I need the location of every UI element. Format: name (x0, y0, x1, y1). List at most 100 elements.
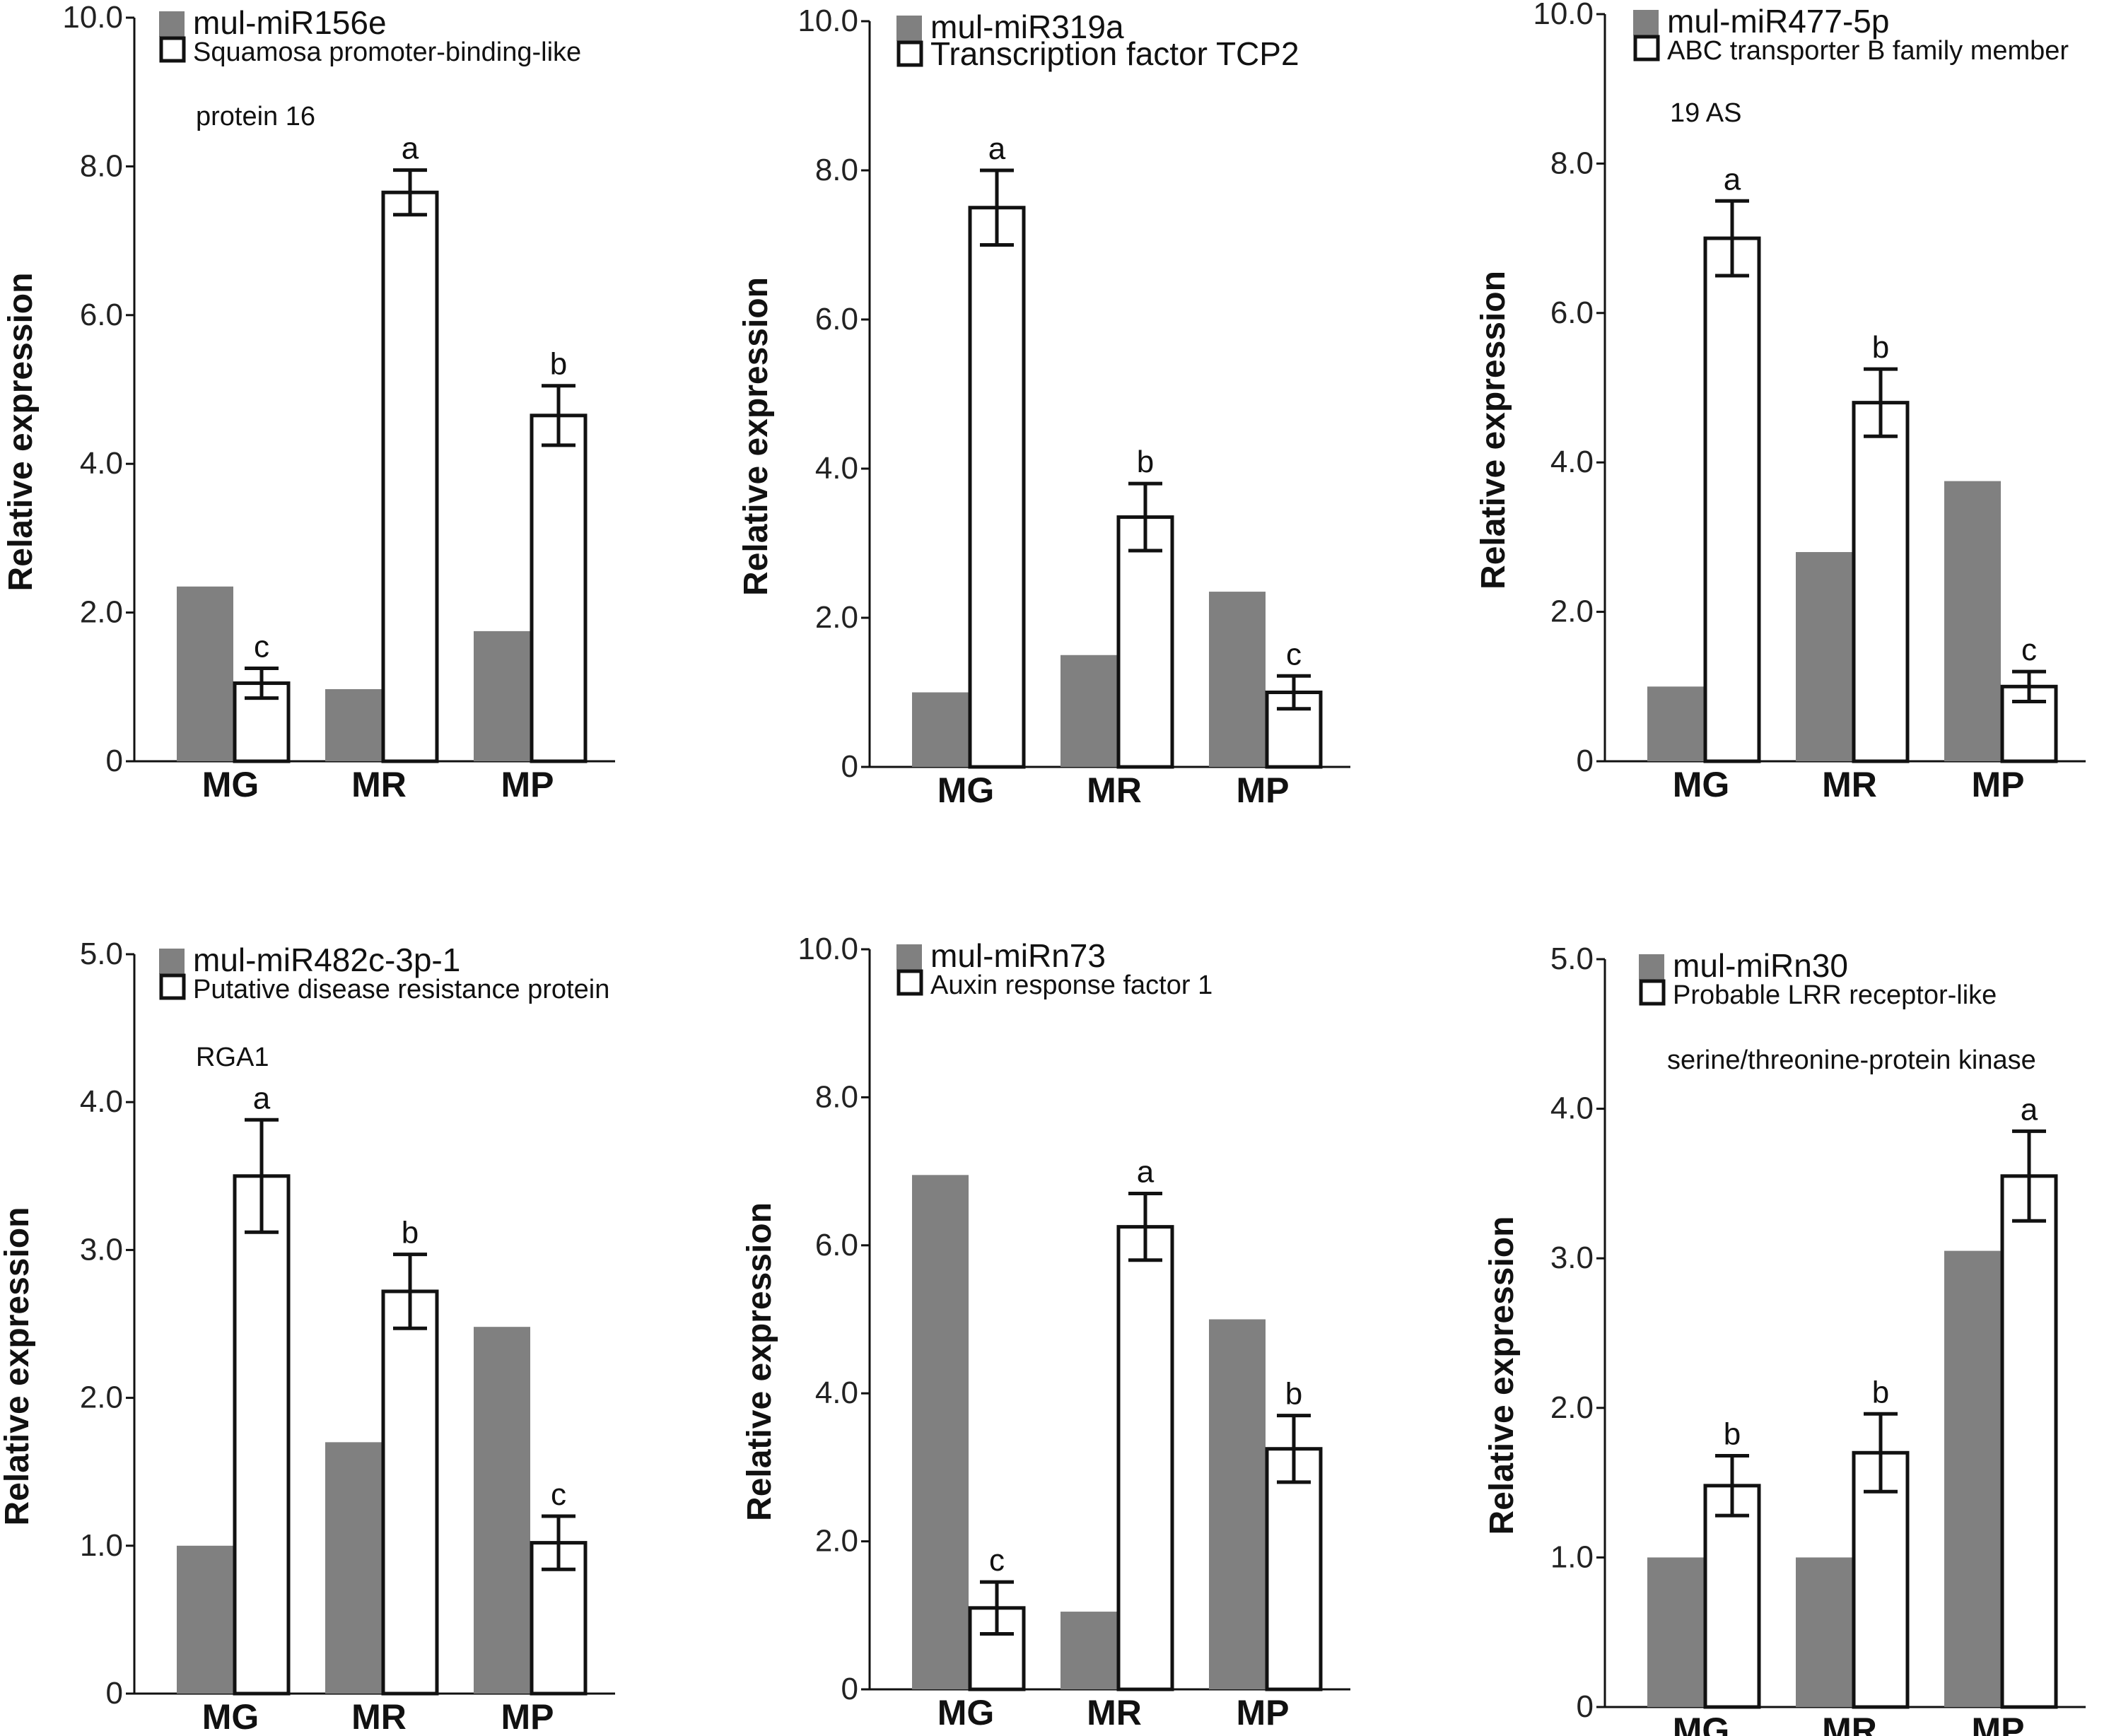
y-tick-label: 10.0 (1533, 0, 1594, 31)
y-tick-label: 2.0 (1550, 1390, 1594, 1425)
y-tick-label: 6.0 (815, 1228, 858, 1262)
bar-mg-mirna (912, 1175, 969, 1689)
legend-label-mirna: mul-miRn73 (930, 937, 1106, 974)
bar-mg-mirna (177, 586, 233, 761)
significance-letter: b (1285, 1377, 1302, 1412)
legend-label-target-line2: serine/threonine-protein kinase (1667, 1045, 2036, 1075)
legend-swatch-mirna (1633, 10, 1659, 35)
bar-mr-target (1852, 401, 1910, 763)
x-tick-label: MP (1972, 765, 2025, 804)
bar-mp-mirna (1944, 481, 2001, 761)
legend-label-target-line2: protein 16 (196, 102, 315, 131)
bar-mp-target (1265, 1447, 1323, 1691)
legend-label-target-line2: 19 AS (1670, 98, 1741, 128)
y-tick-label: 8.0 (80, 148, 123, 183)
legend-label-mirna: mul-miR477-5p (1667, 3, 1889, 40)
bar-mg-target (233, 1174, 291, 1696)
bar-mr-mirna (325, 688, 382, 761)
significance-letter: a (253, 1081, 271, 1115)
y-tick-label: 5.0 (80, 937, 123, 971)
x-tick-label: MR (1087, 1693, 1142, 1732)
x-tick-label: MP (501, 765, 554, 804)
legend-label-mirna: mul-miR156e (193, 4, 387, 41)
x-tick-label: MG (1673, 765, 1730, 804)
bar-mr-mirna (1060, 655, 1117, 767)
y-axis-label: Relative expression (741, 1202, 778, 1521)
chart-panel-2: 0 2.0 4.0 6.0 8.0 10.0 Relative expression a MG b… (737, 4, 1350, 810)
bar-mg-target (968, 206, 1026, 769)
bar-mp-target (2000, 1174, 2058, 1709)
y-tick-label: 8.0 (815, 1079, 858, 1114)
x-tick-label: MR (351, 1697, 407, 1736)
y-tick-label: 10.0 (797, 932, 858, 966)
y-tick-label: 4.0 (1550, 445, 1594, 479)
legend-swatch-mirna (159, 11, 185, 37)
legend-swatch-mirna (1639, 954, 1664, 980)
significance-letter: a (1137, 1155, 1155, 1190)
y-tick-label: 0 (1577, 1689, 1594, 1724)
bar-mp-target (530, 414, 588, 763)
bar-mr-mirna (1796, 552, 1852, 761)
y-tick-label: 4.0 (80, 446, 123, 481)
y-tick-label: 4.0 (815, 451, 858, 486)
y-tick-label: 5.0 (1550, 942, 1594, 976)
bar-mg-target (1703, 236, 1761, 763)
legend-label-target: Auxin response factor 1 (930, 970, 1213, 1000)
bar-mr-mirna (325, 1442, 382, 1694)
y-tick-label: 6.0 (1550, 295, 1594, 330)
y-axis-label: Relative expression (1483, 1216, 1521, 1535)
y-tick-label: 3.0 (80, 1232, 123, 1267)
legend-swatch-mirna (159, 949, 185, 974)
x-tick-label: MR (1822, 1711, 1877, 1736)
legend-label-mirna: mul-miR482c-3p-1 (193, 942, 460, 978)
legend-swatch-mirna (896, 944, 922, 970)
significance-letter: b (1872, 1375, 1889, 1409)
x-tick-label: MG (1673, 1711, 1730, 1736)
y-tick-label: 10.0 (797, 4, 858, 38)
y-axis-label: Relative expression (2, 273, 40, 592)
bar-mg-mirna (912, 692, 969, 767)
chart-panel-1: 0 2.0 4.0 6.0 8.0 10.0 Relative expression c MG a… (2, 0, 615, 804)
y-tick-label: 2.0 (815, 1524, 858, 1559)
legend-label-mirna: mul-miR319a (930, 8, 1124, 45)
y-tick-label: 1.0 (1550, 1539, 1594, 1574)
y-tick-label: 0 (841, 749, 858, 784)
chart-panel-4: 0 1.0 2.0 3.0 4.0 5.0 Relative expression a MG b M… (0, 937, 615, 1736)
significance-letter: a (1724, 162, 1741, 197)
bar-mg-target (1703, 1484, 1761, 1709)
significance-letter: a (2021, 1092, 2038, 1127)
bar-mr-target (381, 190, 439, 763)
legend-label-target: Transcription factor TCP2 (930, 35, 1299, 72)
x-tick-label: MR (351, 765, 407, 804)
y-tick-label: 2.0 (80, 595, 123, 630)
chart-panel-6: 0 1.0 2.0 3.0 4.0 5.0 Relative expression b MG b M… (1483, 942, 2086, 1736)
y-tick-label: 1.0 (80, 1528, 123, 1563)
significance-letter: c (551, 1477, 566, 1512)
y-tick-label: 0 (841, 1672, 858, 1706)
legend-label-target-line2: RGA1 (196, 1043, 269, 1072)
bar-mr-mirna (1796, 1557, 1852, 1707)
y-tick-label: 8.0 (1550, 146, 1594, 180)
bar-mr-mirna (1060, 1612, 1117, 1689)
y-tick-label: 3.0 (1550, 1241, 1594, 1275)
significance-letter: a (402, 131, 419, 166)
legend-swatch-target (159, 973, 186, 1000)
legend-label-target: Putative disease resistance protein (193, 975, 609, 1004)
bar-mg-mirna (1647, 686, 1704, 761)
x-tick-label: MP (1972, 1711, 2025, 1736)
y-tick-label: 2.0 (1550, 594, 1594, 629)
bar-mp-mirna (474, 631, 530, 761)
y-tick-label: 0 (1577, 744, 1594, 778)
y-tick-label: 6.0 (80, 298, 123, 332)
significance-letter: c (254, 630, 269, 664)
legend-label-mirna: mul-miRn30 (1673, 947, 1848, 984)
legend-label-target: Probable LRR receptor-like (1673, 980, 1997, 1010)
y-tick-label: 4.0 (1550, 1091, 1594, 1126)
bar-mr-target (1116, 515, 1174, 769)
bar-mr-target (381, 1289, 439, 1696)
x-tick-label: MP (1237, 770, 1290, 810)
significance-letter: a (988, 131, 1006, 166)
bar-mp-mirna (1944, 1250, 2001, 1707)
significance-letter: b (1137, 445, 1154, 479)
